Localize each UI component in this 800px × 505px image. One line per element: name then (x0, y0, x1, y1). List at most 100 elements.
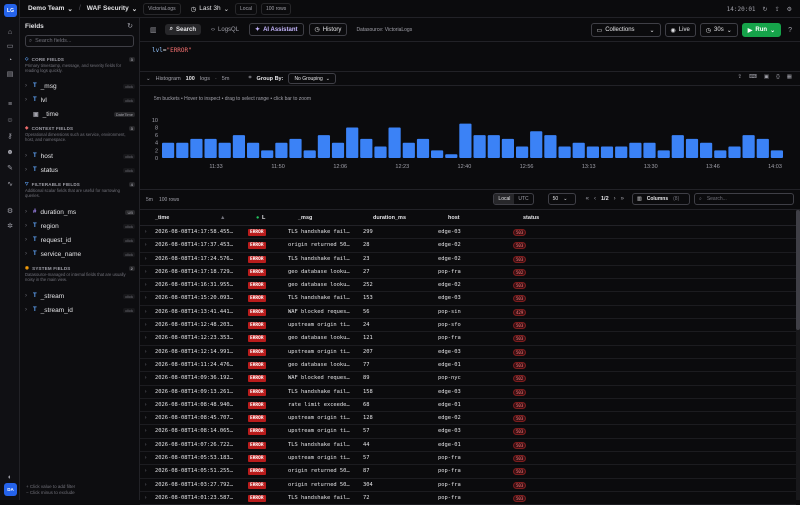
table-row[interactable]: › 2026-08-08T14:15:20.093… ERROR TLS handsh… (140, 292, 796, 306)
table-row[interactable]: › 2026-08-08T14:09:36.192… ERROR WAF blocke… (140, 372, 796, 386)
datasource-chip[interactable]: VictoriaLogs (143, 2, 181, 15)
histogram-bar[interactable] (643, 142, 656, 158)
expand-icon[interactable]: › (144, 242, 148, 249)
table-row[interactable]: › 2026-08-08T14:12:14.991… ERROR upstream o… (140, 346, 796, 359)
histogram-bar[interactable] (176, 142, 189, 158)
collections-button[interactable]: ▭ Collections ⌄ (590, 23, 661, 37)
home-icon[interactable]: ⌂ (7, 28, 13, 36)
team-selector[interactable]: Demo Team ⌄ (28, 5, 73, 13)
histogram-bar[interactable] (586, 146, 599, 159)
expand-icon[interactable]: › (144, 375, 148, 382)
col-duration[interactable]: duration_ms (373, 215, 407, 221)
tz-local[interactable]: Local (494, 194, 515, 204)
histogram-bar[interactable] (261, 150, 274, 158)
avatar[interactable]: DA (4, 483, 17, 496)
col-level[interactable]: L (262, 215, 266, 221)
histogram-bar[interactable] (218, 142, 231, 158)
expand-icon[interactable]: › (144, 481, 148, 488)
chevron-down-icon[interactable]: ⌄ (146, 75, 151, 82)
table-row[interactable]: › 2026-08-08T14:17:18.729… ERROR geo databa… (140, 266, 796, 280)
table-row[interactable]: › 2026-08-08T14:17:24.576… ERROR TLS handsh… (140, 253, 796, 266)
query-editor[interactable]: lvl="ERROR" (140, 42, 800, 72)
bell-icon[interactable]: ◔ (7, 56, 13, 64)
live-toggle[interactable]: ◉ Live (664, 23, 696, 37)
expand-icon[interactable]: › (144, 361, 148, 368)
folder-icon[interactable]: ▭ (6, 43, 14, 50)
histogram-bar[interactable] (289, 138, 302, 158)
expand-icon[interactable]: › (144, 282, 148, 289)
first-page-icon[interactable]: « (585, 196, 589, 202)
time-range-selector[interactable]: ◷ Last 3h ⌄ (191, 5, 229, 13)
histogram-bar[interactable] (204, 138, 217, 158)
expand-icon[interactable]: › (144, 415, 148, 422)
users-icon[interactable]: ☺ (6, 116, 14, 124)
columns-button[interactable]: ▥ Columns (8) (632, 193, 690, 205)
sidebar-toggle-icon[interactable]: ▥ (150, 26, 157, 34)
refresh-interval-select[interactable]: ◷ 30s ⌄ (699, 23, 738, 37)
histogram-bar[interactable] (671, 135, 684, 158)
settings-icon[interactable]: ⚙ (6, 208, 14, 215)
gear-icon[interactable]: ✲ (7, 223, 13, 230)
terminal-icon[interactable]: ⌨ (748, 74, 757, 80)
tab-search[interactable]: ⌕ Search (164, 24, 202, 35)
table-row[interactable]: › 2026-08-08T14:16:31.955… ERROR geo databa… (140, 279, 796, 293)
expand-icon[interactable]: › (144, 335, 148, 342)
histogram-bar[interactable] (346, 127, 359, 159)
histogram-bar[interactable] (685, 138, 699, 158)
histogram-bar[interactable] (615, 146, 628, 159)
timezone-toggle[interactable]: Local UTC (493, 193, 534, 205)
expand-icon[interactable]: › (144, 308, 148, 315)
prev-page-icon[interactable]: ‹ (594, 196, 596, 202)
field-item[interactable]: ▣ _time DateTime (33, 110, 135, 118)
last-page-icon[interactable]: » (620, 196, 624, 202)
expand-icon[interactable]: › (144, 348, 148, 355)
histogram-bar[interactable] (600, 146, 614, 159)
table-row[interactable]: › 2026-08-08T14:07:26.722… ERROR TLS handsh… (140, 439, 796, 453)
sort-icon[interactable]: ▲ (220, 215, 226, 221)
table-icon[interactable]: ▦ (786, 74, 792, 80)
histogram-bar[interactable] (516, 146, 529, 159)
team-icon[interactable]: ☻ (6, 148, 14, 156)
table-row[interactable]: › 2026-08-08T14:08:14.065… ERROR upstream o… (140, 425, 796, 439)
wrench-icon[interactable]: ✎ (7, 165, 13, 172)
col-host[interactable]: host (448, 215, 460, 221)
histogram-bar[interactable] (487, 135, 500, 158)
tab-history[interactable]: ◷ History (308, 23, 348, 36)
document-icon[interactable]: ▤ (6, 71, 14, 78)
histogram-bar[interactable] (558, 146, 571, 159)
json-icon[interactable]: {} (776, 74, 780, 80)
col-time[interactable]: _time (155, 215, 170, 221)
histogram-bar[interactable] (657, 150, 670, 158)
histogram-bar[interactable] (714, 150, 727, 158)
next-page-icon[interactable]: › (613, 196, 616, 202)
theme-icon[interactable]: ◐ (7, 473, 13, 481)
col-status[interactable]: status (523, 215, 540, 221)
histogram-bar[interactable] (162, 142, 175, 158)
page-size-select[interactable]: 50 ⌄ (547, 193, 576, 205)
key-icon[interactable]: ⚷ (7, 133, 13, 140)
table-row[interactable]: › 2026-08-08T14:17:58.455… ERROR TLS handsh… (140, 226, 796, 240)
histogram-bar[interactable] (247, 142, 260, 158)
tz-utc[interactable]: UTC (518, 196, 529, 202)
tab-ai-assistant[interactable]: ✦ AI Assistant (249, 23, 304, 36)
histogram-bar[interactable] (431, 150, 444, 158)
share-icon[interactable]: ⇪ (737, 74, 742, 80)
project-selector[interactable]: WAF Security ⌄ (87, 5, 137, 13)
database-icon[interactable]: ≡ (7, 100, 13, 108)
histogram-bar[interactable] (317, 135, 330, 158)
histogram-bar[interactable] (572, 142, 585, 158)
histogram-chart[interactable]: 0 24 6 810 11:33 11:50 12:06 12:23 12:40 12:56 13:… (140, 86, 800, 190)
table-row[interactable]: › 2026-08-08T14:03:27.792… ERROR origin ret… (140, 479, 796, 492)
tab-logsql[interactable]: ‹› LogsQL (211, 26, 240, 33)
expand-icon[interactable]: › (144, 468, 148, 475)
expand-icon[interactable]: › (144, 428, 148, 435)
help-icon[interactable]: ? (788, 26, 792, 34)
histogram-bar[interactable] (700, 142, 713, 158)
scrollbar-thumb[interactable] (796, 210, 800, 330)
histogram-bar[interactable] (374, 146, 387, 159)
histogram-bar[interactable] (402, 142, 415, 158)
histogram-bar[interactable] (530, 131, 543, 158)
